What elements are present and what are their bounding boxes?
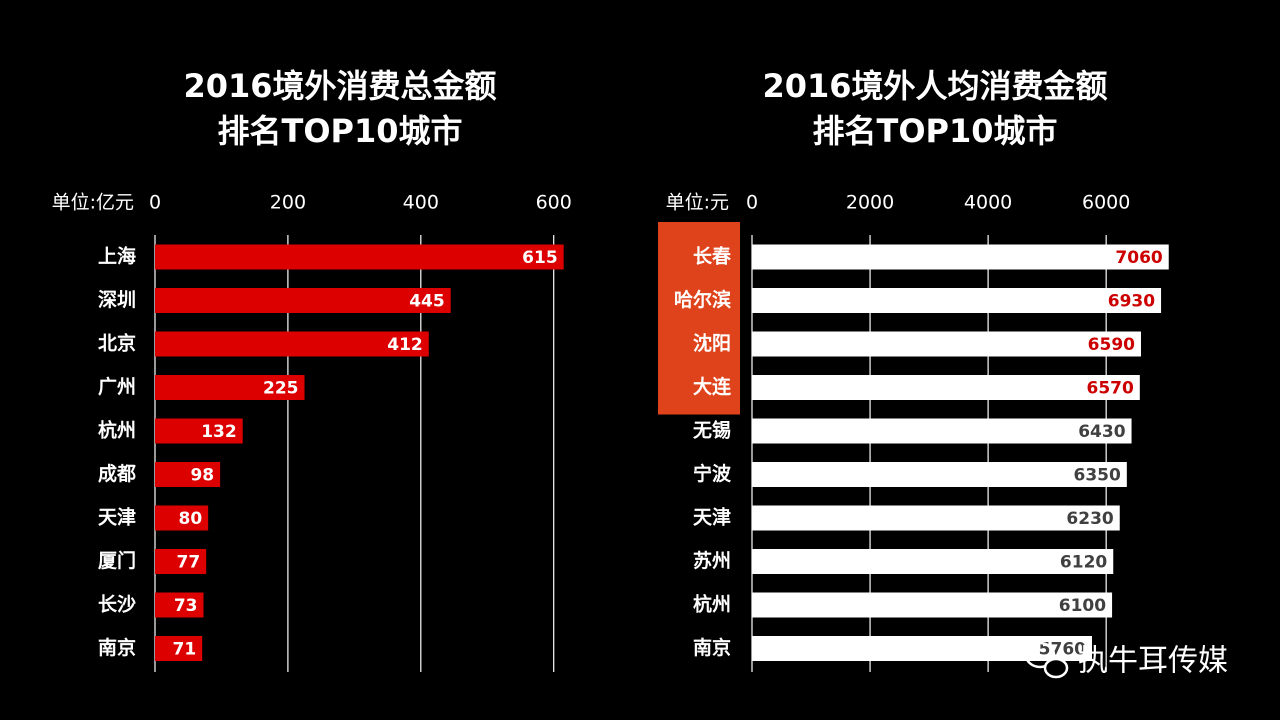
value-label: 225 bbox=[263, 379, 299, 399]
category-label: 哈尔滨 bbox=[674, 288, 731, 311]
category-label: 长春 bbox=[693, 245, 731, 268]
bar bbox=[155, 592, 204, 618]
value-label: 6570 bbox=[1086, 379, 1133, 399]
highlight-box bbox=[658, 222, 740, 415]
category-label: 天津 bbox=[693, 506, 731, 529]
unit-label: 单位:亿元 bbox=[52, 192, 134, 214]
bar bbox=[155, 462, 221, 487]
category-label: 宁波 bbox=[693, 462, 732, 485]
bar bbox=[752, 462, 1127, 487]
category-label: 上海 bbox=[98, 245, 136, 268]
value-label: 6100 bbox=[1059, 596, 1106, 616]
category-label: 北京 bbox=[98, 332, 136, 355]
bar bbox=[752, 549, 1114, 574]
category-label: 南京 bbox=[693, 636, 731, 659]
bar bbox=[752, 288, 1162, 313]
category-label: 苏州 bbox=[693, 549, 731, 572]
value-label: 77 bbox=[176, 553, 200, 573]
chart-title: 排名TOP10城市 bbox=[217, 112, 462, 150]
category-label: 深圳 bbox=[98, 288, 136, 311]
x-tick-label: 4000 bbox=[964, 192, 1012, 214]
category-label: 天津 bbox=[98, 506, 136, 529]
category-label: 成都 bbox=[98, 462, 136, 485]
bar bbox=[155, 288, 451, 313]
x-tick-label: 2000 bbox=[846, 192, 894, 214]
bar bbox=[155, 331, 429, 357]
value-label: 615 bbox=[522, 248, 558, 268]
value-label: 6590 bbox=[1088, 335, 1135, 355]
value-label: 6930 bbox=[1108, 292, 1155, 312]
category-label: 沈阳 bbox=[693, 332, 731, 355]
value-label: 6120 bbox=[1060, 553, 1107, 573]
value-label: 98 bbox=[190, 466, 214, 486]
bar bbox=[155, 549, 207, 574]
bar bbox=[752, 418, 1132, 444]
wechat-icon bbox=[1024, 641, 1069, 679]
value-label: 445 bbox=[409, 292, 445, 312]
value-label: 6350 bbox=[1073, 466, 1120, 486]
bar bbox=[752, 592, 1113, 618]
category-label: 厦门 bbox=[98, 549, 136, 572]
x-tick-label: 0 bbox=[149, 192, 161, 214]
bar bbox=[155, 505, 209, 531]
category-label: 杭州 bbox=[98, 419, 136, 442]
chart-title: 排名TOP10城市 bbox=[812, 112, 1057, 150]
category-label: 广州 bbox=[98, 375, 136, 398]
value-label: 7060 bbox=[1115, 248, 1162, 268]
bar bbox=[752, 244, 1169, 270]
category-label: 杭州 bbox=[693, 593, 731, 616]
unit-label: 单位:元 bbox=[666, 192, 729, 214]
bar bbox=[155, 418, 243, 444]
value-label: 80 bbox=[178, 509, 202, 529]
value-label: 132 bbox=[201, 422, 237, 442]
chart-title: 2016境外消费总金额 bbox=[183, 67, 496, 105]
bar bbox=[155, 636, 203, 661]
value-label: 412 bbox=[387, 335, 423, 355]
x-tick-label: 600 bbox=[536, 192, 572, 214]
x-tick-label: 6000 bbox=[1082, 192, 1130, 214]
watermark: 执牛耳传媒 bbox=[1078, 644, 1228, 679]
value-label: 73 bbox=[174, 596, 198, 616]
category-label: 大连 bbox=[693, 375, 732, 398]
category-label: 无锡 bbox=[693, 419, 731, 442]
value-label: 5760 bbox=[1039, 640, 1086, 660]
category-label: 南京 bbox=[98, 636, 136, 659]
value-label: 71 bbox=[173, 640, 197, 660]
value-label: 6430 bbox=[1078, 422, 1125, 442]
bar bbox=[155, 244, 564, 270]
bar bbox=[752, 331, 1141, 357]
x-tick-label: 400 bbox=[403, 192, 439, 214]
bar bbox=[155, 375, 305, 400]
bar bbox=[752, 375, 1140, 400]
x-tick-label: 200 bbox=[270, 192, 306, 214]
chart-title: 2016境外人均消费金额 bbox=[762, 67, 1107, 105]
category-label: 长沙 bbox=[98, 594, 136, 616]
value-label: 6230 bbox=[1066, 509, 1113, 529]
x-tick-label: 0 bbox=[746, 192, 758, 214]
bar bbox=[752, 636, 1092, 661]
bar bbox=[752, 505, 1120, 531]
